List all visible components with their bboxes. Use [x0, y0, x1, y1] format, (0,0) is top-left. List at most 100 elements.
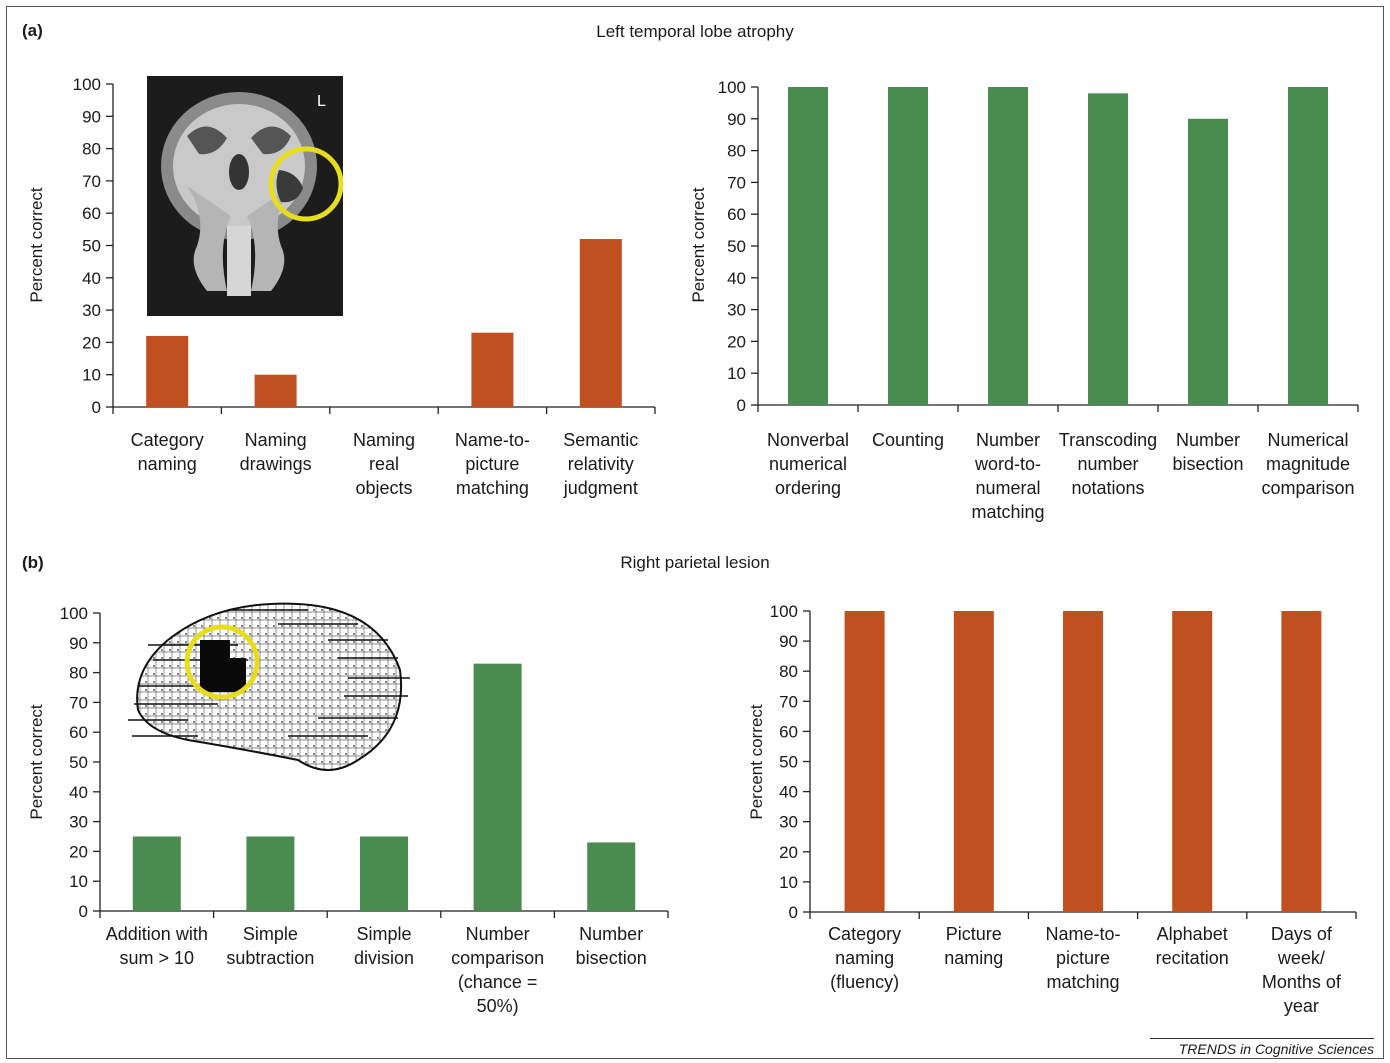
bar — [146, 335, 189, 407]
y-tick-label: 70 — [82, 172, 101, 191]
bar — [953, 611, 994, 912]
y-tick-label: 20 — [69, 842, 88, 861]
y-tick-label: 10 — [69, 872, 88, 891]
y-tick-label: 60 — [69, 723, 88, 742]
y-tick-label: 30 — [779, 813, 798, 832]
y-tick-label: 90 — [779, 632, 798, 651]
bar — [587, 842, 636, 911]
panel-b-title: Right parietal lesion — [620, 553, 770, 572]
y-tick-label: 100 — [770, 602, 798, 621]
y-tick-label: 100 — [73, 75, 101, 94]
category-label: Simple division — [354, 924, 414, 968]
y-axis-label: Percent correct — [27, 187, 46, 303]
category-label: Numerical magnitude comparison — [1261, 430, 1354, 498]
y-tick-label: 80 — [779, 662, 798, 681]
y-tick-label: 30 — [69, 813, 88, 832]
y-axis-label: Percent correct — [747, 704, 766, 820]
y-tick-label: 40 — [69, 783, 88, 802]
y-tick-label: 70 — [779, 692, 798, 711]
y-tick-label: 10 — [779, 873, 798, 892]
y-tick-label: 70 — [69, 693, 88, 712]
figure-frame — [6, 6, 1384, 1059]
y-tick-label: 30 — [727, 301, 746, 320]
y-tick-label: 50 — [727, 237, 746, 256]
y-tick-label: 20 — [779, 843, 798, 862]
category-label: Number bisection — [576, 924, 647, 968]
bar — [844, 611, 885, 912]
category-label: Number bisection — [1172, 430, 1243, 474]
chart-b-numbers: 0 10 20 30 40 50 60 70 80 90 100 Percent correct Add… — [27, 604, 669, 1016]
mri-brain-image: L — [147, 76, 343, 316]
y-tick-label: 0 — [92, 398, 101, 417]
bar — [132, 836, 181, 911]
y-tick-label: 0 — [79, 902, 88, 921]
bar — [471, 332, 514, 407]
y-tick-label: 80 — [69, 664, 88, 683]
category-label: Picture naming — [944, 924, 1003, 968]
y-tick-label: 50 — [779, 753, 798, 772]
bar — [788, 87, 828, 405]
bar — [246, 836, 295, 911]
bar — [1063, 611, 1103, 912]
y-tick-label: 10 — [727, 364, 746, 383]
category-label: Transcoding number notations — [1059, 430, 1157, 498]
category-label: Category naming — [131, 430, 204, 474]
y-tick-label: 20 — [727, 332, 746, 351]
brain-lesion-map-image — [128, 602, 410, 771]
category-label: Counting — [872, 430, 944, 450]
category-label: Alphabet recitation — [1156, 924, 1229, 968]
bar — [1172, 611, 1213, 912]
bar — [1281, 611, 1322, 912]
bar — [579, 239, 622, 407]
journal-credit: TRENDS in Cognitive Sciences — [1150, 1038, 1374, 1057]
category-label: Category naming (fluency) — [828, 924, 901, 992]
panel-b-letter: (b) — [22, 553, 44, 572]
y-tick-label: 100 — [60, 604, 88, 623]
bar — [888, 87, 928, 405]
y-axis-label: Percent correct — [689, 187, 708, 303]
category-label: Name-to-picture matching — [1045, 924, 1120, 992]
y-tick-label: 50 — [69, 753, 88, 772]
bar — [988, 87, 1028, 405]
bar — [473, 663, 522, 911]
y-tick-label: 80 — [82, 140, 101, 159]
chart-b-naming: 0 10 20 30 40 50 60 70 80 90 100 Percent correct Cat… — [747, 602, 1357, 1016]
category-label: Simple subtraction — [226, 924, 314, 968]
category-label: Naming drawings — [240, 430, 312, 474]
y-tick-label: 40 — [779, 783, 798, 802]
y-tick-label: 50 — [82, 237, 101, 256]
category-label: Semantic relativity judgment — [563, 430, 639, 498]
y-tick-label: 80 — [727, 142, 746, 161]
panel-a-title: Left temporal lobe atrophy — [596, 22, 794, 41]
bar — [360, 836, 408, 911]
highlight-circle-icon — [184, 624, 260, 700]
y-tick-label: 0 — [789, 903, 798, 922]
bar — [254, 374, 297, 407]
panel-a-letter: (a) — [22, 21, 43, 40]
y-tick-label: 40 — [82, 269, 101, 288]
chart-a-numbers: 0 10 20 30 40 50 60 70 80 90 100 Percent correct Non… — [689, 78, 1359, 522]
y-tick-label: 70 — [727, 173, 746, 192]
bar — [1188, 118, 1228, 406]
y-axis-label: Percent correct — [27, 704, 46, 820]
category-label: Number word-to-numeral matching — [971, 430, 1044, 522]
y-tick-label: 100 — [718, 78, 746, 97]
mri-marker-label: L — [317, 93, 326, 110]
y-tick-label: 30 — [82, 301, 101, 320]
category-label: Days of week/Months of year — [1262, 924, 1342, 1016]
y-tick-label: 10 — [82, 366, 101, 385]
category-label: Nonverbal numerical ordering — [767, 430, 849, 498]
y-tick-label: 90 — [69, 634, 88, 653]
y-tick-label: 90 — [82, 107, 101, 126]
y-tick-label: 40 — [727, 269, 746, 288]
chart-a-naming: 0 10 20 30 40 50 60 70 80 90 100 Percent correct Cat… — [27, 75, 656, 498]
y-tick-label: 60 — [82, 204, 101, 223]
category-label: Naming real objects — [353, 430, 415, 498]
bar — [1088, 93, 1128, 406]
y-tick-label: 60 — [727, 205, 746, 224]
category-label: Name-to-picture matching — [455, 430, 530, 498]
bar — [1288, 87, 1328, 405]
category-label: Number comparison (chance = 50%) — [451, 924, 544, 1016]
y-tick-label: 0 — [737, 396, 746, 415]
y-tick-label: 60 — [779, 722, 798, 741]
